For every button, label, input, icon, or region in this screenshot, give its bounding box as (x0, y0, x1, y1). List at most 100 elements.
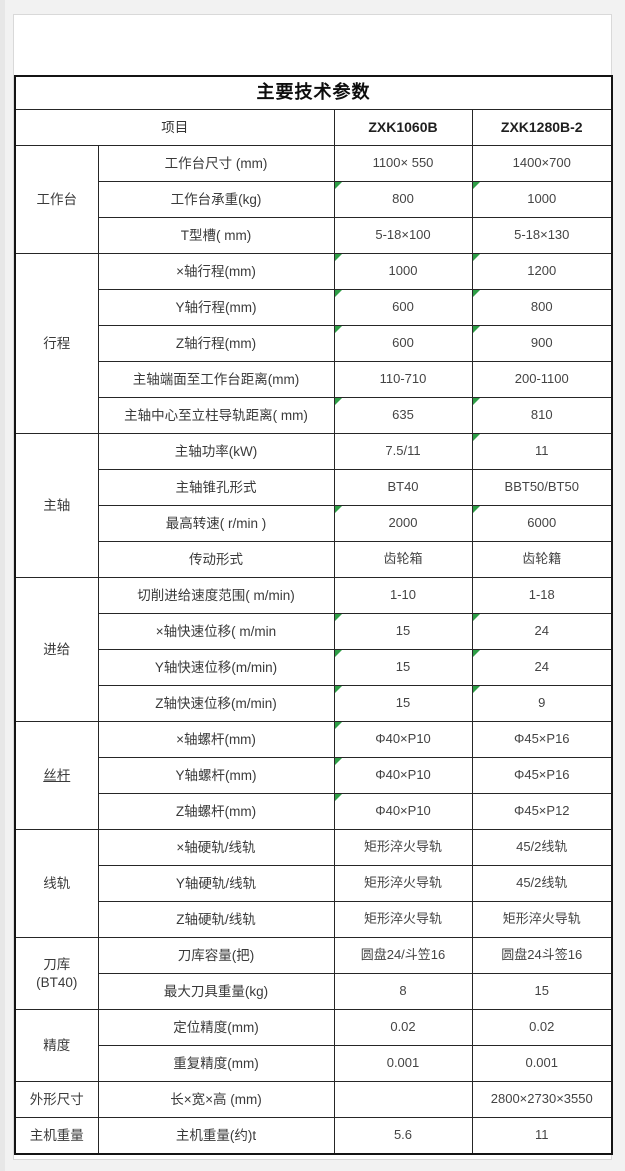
number-as-text-indicator-icon (335, 722, 342, 729)
value-text: 1200 (527, 263, 557, 279)
number-as-text-indicator-icon (335, 614, 342, 621)
number-as-text-indicator-icon (473, 614, 480, 621)
value-zxk1060b: 矩形淬火导轨 (333, 829, 473, 866)
value-text: 齿轮籍 (522, 551, 562, 567)
spec-row: 精度 定位精度(mm) 0.02 0.02 (14, 1009, 613, 1082)
value-zxk1060b: Φ40×P10 (333, 721, 473, 758)
value-zxk1280b2: 1-18 (471, 577, 613, 614)
value-zxk1280b2: 24 (471, 613, 613, 650)
spec-row: 主轴端面至工作台距离(mm) 110-710 200-1100 (15, 361, 613, 398)
value-zxk1280b2: 9 (471, 685, 613, 722)
value-zxk1060b: 7.5/11 (333, 433, 473, 470)
value-text: 0.02 (390, 1019, 416, 1035)
number-as-text-indicator-icon (335, 254, 342, 261)
value-zxk1280b2: 齿轮籍 (471, 541, 613, 578)
value-text: 600 (392, 299, 414, 315)
value-zxk1280b2: 1400×700 (471, 145, 613, 182)
spec-row: Y轴快速位移(m/min) 15 24 (15, 649, 613, 686)
title-row: 主要技术参数 (14, 75, 613, 110)
value-text: 800 (392, 191, 414, 207)
value-text: 矩形淬火导轨 (363, 839, 442, 855)
spec-row: 线轨 ×轴硬轨/线轨 矩形淬火导轨 45/2线轨 (14, 829, 613, 938)
number-as-text-indicator-icon (335, 290, 342, 297)
param-label: 长×宽×高 (mm) (97, 1081, 335, 1118)
value-text: 110-710 (379, 371, 427, 387)
value-zxk1060b: 5-18×100 (333, 217, 473, 254)
value-text: 45/2线轨 (516, 875, 568, 891)
param-label: 主机重量(约)t (97, 1117, 335, 1155)
value-text: Φ40×P10 (375, 767, 431, 783)
param-label: 主轴中心至立柱导轨距离( mm) (97, 397, 335, 434)
value-text: 0.02 (529, 1019, 555, 1035)
number-as-text-indicator-icon (335, 686, 342, 693)
value-text: 8 (399, 983, 407, 999)
value-text: 900 (530, 335, 553, 351)
value-zxk1280b2: 900 (471, 325, 613, 362)
param-label: 重复精度(mm) (97, 1045, 335, 1082)
value-zxk1280b2: 0.02 (471, 1009, 613, 1046)
value-zxk1060b: 1100× 550 (333, 145, 473, 182)
param-label: Y轴螺杆(mm) (97, 757, 335, 794)
number-as-text-indicator-icon (335, 650, 342, 657)
spec-row: Z轴硬轨/线轨 矩形淬火导轨 矩形淬火导轨 (15, 901, 613, 938)
number-as-text-indicator-icon (473, 254, 480, 261)
value-zxk1060b: 0.02 (333, 1009, 473, 1046)
value-zxk1280b2: Φ45×P16 (471, 757, 613, 794)
group-cell-tool-magazine: 刀库 (BT40) (14, 937, 99, 1010)
param-label: 最大刀具重量(kg) (97, 973, 335, 1010)
spec-row: Z轴快速位移(m/min) 15 9 (15, 685, 613, 722)
value-zxk1280b2: 800 (471, 289, 613, 326)
value-text: 1-18 (528, 587, 555, 603)
param-label: Z轴行程(mm) (97, 325, 335, 362)
param-label: 主轴端面至工作台距离(mm) (97, 361, 335, 398)
spec-row: 进给 切削进给速度范围( m/min) 1-10 1-18 (14, 577, 613, 722)
value-text: 1400×700 (512, 155, 571, 171)
param-label: 最高转速( r/min ) (97, 505, 335, 542)
value-text: 635 (392, 407, 414, 423)
value-zxk1060b: 矩形淬火导轨 (333, 901, 473, 938)
value-zxk1060b: 矩形淬火导轨 (333, 865, 473, 902)
number-as-text-indicator-icon (335, 182, 342, 189)
value-zxk1060b: 5.6 (333, 1117, 473, 1155)
value-zxk1280b2: 45/2线轨 (471, 829, 613, 866)
group-cell-ballscrew: 丝杆 (14, 721, 99, 830)
value-text: Φ45×P16 (513, 731, 570, 747)
value-zxk1060b: 15 (333, 649, 473, 686)
value-text: 1-10 (389, 587, 417, 603)
value-zxk1060b: 2000 (333, 505, 473, 542)
spec-row: 外形尺寸 长×宽×高 (mm) 2800×2730×3550 (14, 1081, 613, 1118)
group-cell-machine-weight: 主机重量 (14, 1117, 99, 1155)
group-cell-travel: 行程 (14, 253, 99, 434)
spec-row: 刀库 (BT40) 刀库容量(把) 圆盘24/斗笠16 圆盘24斗签16 (14, 937, 613, 1010)
group-cell-worktable: 工作台 (14, 145, 99, 254)
value-zxk1060b: 600 (333, 289, 473, 326)
param-label: 切削进给速度范围( m/min) (97, 577, 335, 614)
spec-table: 主要技术参数 项目 ZXK1060B ZXK1280B-2 工作台 工作台尺寸 … (14, 75, 613, 1155)
group-cell-precision: 精度 (14, 1009, 99, 1082)
number-as-text-indicator-icon (473, 182, 480, 189)
value-text: Φ45×P12 (513, 803, 570, 819)
number-as-text-indicator-icon (473, 398, 480, 405)
value-text: 15 (534, 983, 549, 999)
value-zxk1060b: 110-710 (333, 361, 473, 398)
value-zxk1280b2: 1200 (471, 253, 613, 290)
value-zxk1280b2: 5-18×130 (471, 217, 613, 254)
value-text: 1000 (527, 191, 557, 207)
spec-row: 主轴 主轴功率(kW) 7.5/11 11 (14, 433, 613, 578)
value-text: 200-1100 (514, 371, 569, 387)
value-text: 2800×2730×3550 (490, 1091, 593, 1107)
value-zxk1280b2: 0.001 (471, 1045, 613, 1082)
value-text: 11 (535, 443, 549, 459)
value-zxk1280b2: Φ45×P12 (471, 793, 613, 830)
param-label: 主轴锥孔形式 (97, 469, 335, 506)
param-label: Z轴硬轨/线轨 (97, 901, 335, 938)
value-text: 15 (395, 623, 411, 639)
value-text: 15 (395, 659, 411, 675)
number-as-text-indicator-icon (335, 398, 342, 405)
spec-row: 工作台 工作台尺寸 (mm) 1100× 550 1400×700 (14, 145, 613, 254)
column-header-item: 项目 (14, 109, 335, 146)
value-text: 矩形淬火导轨 (502, 911, 581, 927)
value-zxk1060b: 1000 (333, 253, 473, 290)
column-header-model-zxk1060b: ZXK1060B (333, 109, 473, 146)
param-label: ×轴快速位移( m/min (97, 613, 335, 650)
